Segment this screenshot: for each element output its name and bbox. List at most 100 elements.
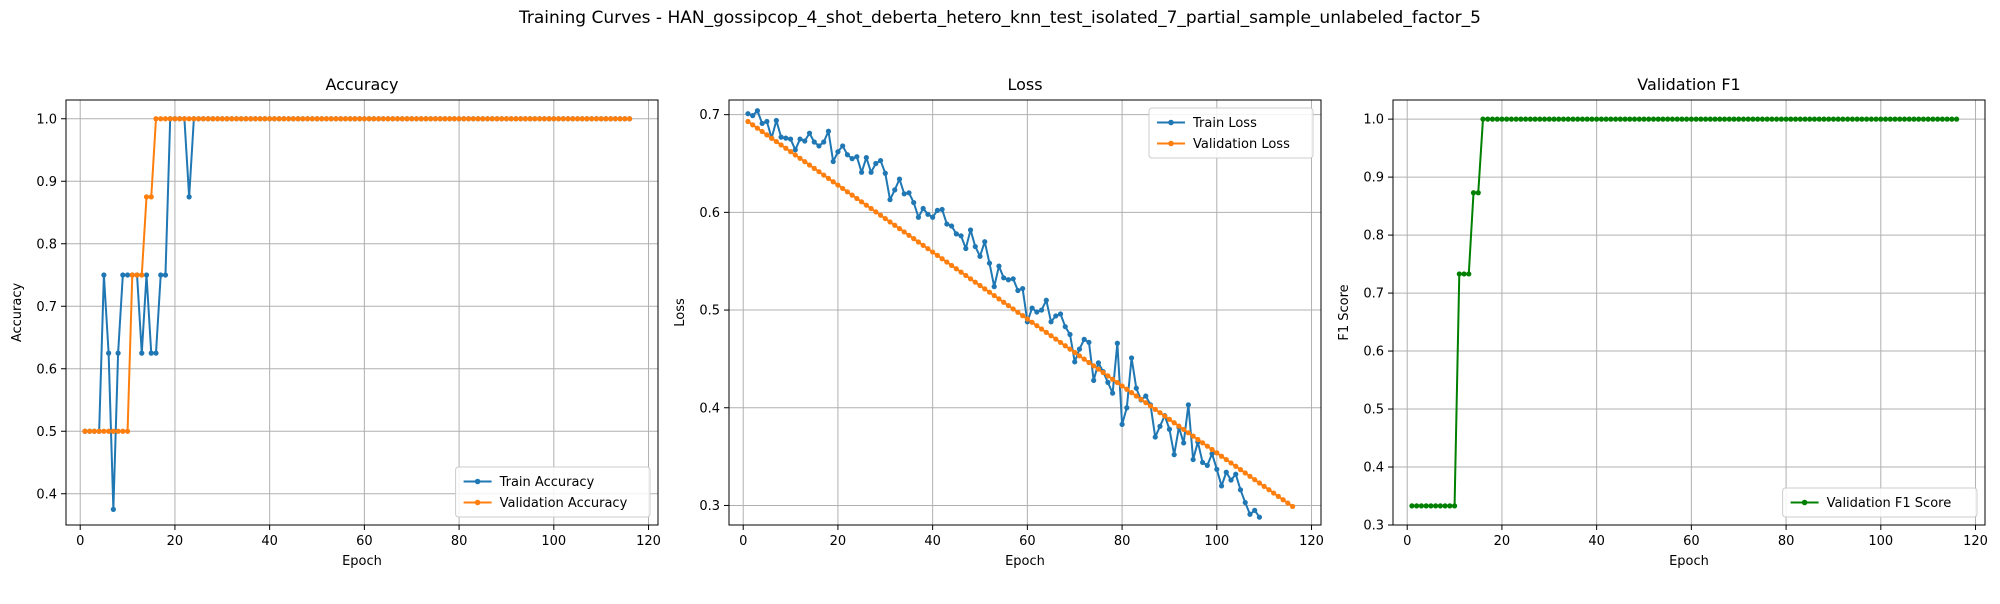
data-point [854, 154, 860, 160]
data-point [1669, 116, 1676, 122]
data-point [357, 116, 363, 122]
x-tick-label: 0 [739, 534, 747, 549]
data-point [1280, 497, 1286, 503]
data-point [333, 116, 339, 122]
data-point [1171, 452, 1177, 458]
data-point [527, 116, 533, 122]
data-point [518, 116, 524, 122]
data-point [1038, 326, 1045, 332]
data-point [825, 175, 832, 181]
data-point [750, 113, 756, 119]
data-point [1821, 116, 1827, 122]
data-point [1209, 446, 1215, 453]
data-point [1020, 285, 1026, 292]
data-point [1759, 116, 1766, 122]
data-point [1546, 116, 1552, 122]
data-point [546, 116, 552, 122]
data-point [532, 116, 538, 122]
data-point [1289, 503, 1296, 510]
data-point [124, 272, 131, 278]
data-point [129, 272, 135, 278]
data-point [451, 116, 457, 122]
data-point [1423, 503, 1429, 509]
data-point [806, 130, 813, 136]
data-point [1124, 405, 1130, 411]
data-point [896, 176, 903, 182]
y-tick-label: 0.9 [36, 175, 57, 190]
data-point [1057, 339, 1064, 346]
data-point [849, 156, 855, 162]
data-point [224, 116, 230, 122]
data-point [840, 143, 846, 149]
data-point [413, 116, 420, 122]
data-point [1185, 402, 1191, 408]
data-point [1091, 377, 1097, 384]
data-point [1015, 287, 1021, 294]
data-point [821, 172, 827, 178]
data-point [1485, 116, 1491, 122]
data-point [1636, 116, 1642, 122]
y-tick-label: 0.3 [1363, 519, 1384, 534]
series-line [84, 117, 630, 511]
data-point [1275, 493, 1281, 499]
data-point [91, 428, 98, 434]
data-point [1105, 373, 1111, 379]
data-point [82, 428, 88, 434]
data-point [1788, 116, 1794, 122]
data-point [1166, 426, 1173, 432]
data-point [896, 226, 903, 232]
data-point [963, 245, 969, 252]
data-point [1209, 451, 1215, 457]
data-point [1868, 116, 1874, 122]
data-point [328, 116, 334, 122]
data-point [1285, 500, 1291, 506]
data-point [470, 116, 476, 122]
data-point [503, 116, 510, 122]
data-point [589, 116, 595, 122]
data-point [1062, 343, 1068, 349]
data-point [1953, 116, 1960, 122]
data-point [1119, 383, 1125, 389]
data-point [1228, 460, 1234, 466]
data-point [958, 233, 964, 239]
data-point [1939, 116, 1945, 122]
data-point [1906, 116, 1912, 122]
data-point [233, 116, 240, 122]
data-point [1622, 116, 1628, 122]
data-point [1143, 393, 1149, 399]
data-point [428, 116, 434, 122]
legend-swatch-marker [474, 478, 481, 485]
data-point [271, 116, 277, 122]
data-point [802, 138, 808, 144]
y-tick-label: 1.0 [1363, 113, 1384, 128]
data-point [1001, 299, 1007, 305]
x-tick-label: 20 [1494, 534, 1511, 549]
data-point [484, 116, 491, 122]
legend-swatch-marker [1168, 119, 1174, 126]
data-point [153, 116, 159, 122]
data-point [380, 116, 386, 122]
y-tick-label: 0.6 [36, 362, 57, 377]
data-point [551, 116, 557, 122]
data-point [361, 116, 367, 122]
data-point [873, 160, 879, 167]
data-point [901, 191, 907, 197]
data-point [1034, 309, 1040, 315]
data-point [882, 170, 888, 176]
data-point [1461, 271, 1467, 277]
data-point [816, 169, 822, 175]
y-tick-label: 0.7 [699, 108, 720, 123]
data-point [285, 116, 292, 122]
data-point [1792, 116, 1799, 122]
legend: Validation F1 Score [1782, 487, 1978, 518]
data-point [106, 350, 112, 356]
chart-panel-1: 0 20 40 60 80 100 120 0.4 0.5 0.6 0.7 0.8 0.9 1.0 Accu… [10, 75, 661, 569]
data-point [456, 116, 462, 122]
data-point [210, 116, 216, 122]
chart-title: Loss [1007, 75, 1042, 94]
data-point [821, 139, 827, 145]
data-point [1171, 420, 1177, 426]
y-tick-label: 0.5 [699, 304, 720, 319]
data-point [385, 116, 391, 122]
